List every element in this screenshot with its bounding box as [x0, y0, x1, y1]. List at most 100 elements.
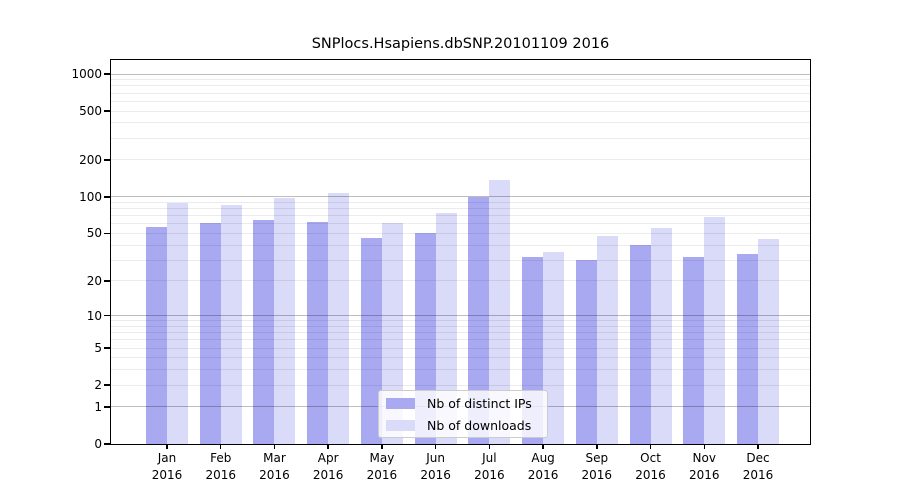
x-tick-label-line: 2016 [742, 467, 774, 482]
bar-downloads-apr [328, 192, 350, 444]
y-tick-label-1: 1 [94, 399, 102, 414]
x-tick-label-line: 2016 [420, 467, 451, 482]
x-tick-label-nov: Nov 2016 [674, 450, 734, 483]
x-tick-label-jun: Jun 2016 [406, 450, 466, 483]
gridline-minor-300 [111, 137, 810, 139]
gridline-minor-6 [111, 339, 810, 341]
x-tick-label-line: Oct [640, 451, 661, 465]
x-tick-label-line: Dec [746, 451, 770, 465]
x-tick-label-sep: Sep 2016 [567, 450, 627, 483]
x-tick-label-aug: Aug 2016 [513, 450, 573, 483]
gridline-minor-70 [111, 215, 810, 217]
x-tick-label-line: 2016 [688, 467, 720, 482]
y-tick-mark-1000 [104, 73, 110, 75]
x-tick-label-mar: Mar 2016 [244, 450, 304, 483]
x-tick-label-line: Aug [531, 451, 555, 465]
y-tick-mark-2 [104, 384, 110, 386]
gridline-minor-30 [111, 259, 810, 261]
gridline-minor-50 [111, 232, 810, 234]
legend-item-downloads: Nb of downloads [379, 415, 547, 436]
bar-distinct-ips-oct [629, 245, 651, 444]
bar-downloads-jul [489, 180, 511, 444]
x-tick-label-line: 2016 [366, 467, 398, 482]
y-tick-mark-100 [104, 196, 110, 198]
gridline-minor-9 [111, 320, 810, 322]
y-tick-label-1000: 1000 [71, 67, 102, 81]
y-tick-mark-20 [104, 280, 110, 282]
gridline-minor-700 [111, 92, 810, 94]
bar-distinct-ips-dec [736, 253, 758, 444]
gridline-minor-4 [111, 357, 810, 359]
y-tick-label-200: 200 [79, 152, 102, 167]
gridline-minor-5 [111, 347, 810, 349]
x-tick-mark-apr [327, 444, 329, 449]
legend-label-distinct-ips: Nb of distinct IPs [427, 395, 532, 411]
gridline-minor-2 [111, 384, 810, 386]
bar-downloads-feb [220, 205, 242, 444]
x-tick-label-line: 2016 [259, 467, 290, 482]
gridline-minor-8 [111, 325, 810, 327]
gridline-minor-900 [111, 79, 810, 81]
bar-downloads-oct [650, 228, 672, 444]
gridline-major-100 [111, 196, 810, 198]
x-tick-label-line: 2016 [312, 467, 344, 482]
x-tick-label-jul: Jul 2016 [459, 450, 519, 483]
gridline-minor-200 [111, 159, 810, 161]
bar-downloads-may [381, 222, 403, 444]
x-tick-mark-jan [166, 444, 168, 449]
gridline-minor-20 [111, 280, 810, 282]
y-tick-label-0: 0 [94, 437, 102, 451]
plot-area [110, 59, 811, 445]
y-tick-label-5: 5 [94, 341, 102, 356]
y-tick-mark-10 [104, 314, 110, 317]
y-tick-label-2: 2 [94, 378, 102, 393]
x-tick-label-line: May [369, 451, 395, 465]
gridline-minor-7 [111, 332, 810, 334]
bar-distinct-ips-feb [199, 222, 221, 444]
chart-title: SNPlocs.Hsapiens.dbSNP.20101109 2016 [311, 36, 610, 52]
x-tick-label-dec: Dec 2016 [728, 450, 788, 483]
bar-distinct-ips-sep [575, 260, 597, 444]
y-tick-label-500: 500 [79, 104, 102, 119]
bar-distinct-ips-jan [146, 227, 167, 444]
x-tick-mark-jul [488, 444, 491, 449]
gridline-major-10 [111, 315, 810, 317]
x-tick-label-line: Feb [210, 451, 232, 465]
bar-distinct-ips-may [360, 237, 382, 444]
bar-downloads-nov [704, 217, 726, 444]
bar-downloads-mar [274, 197, 296, 444]
gridline-minor-600 [111, 100, 810, 102]
bar-distinct-ips-mar [253, 220, 275, 444]
y-tick-label-20: 20 [86, 273, 102, 288]
x-tick-label-line: 2016 [527, 467, 559, 482]
x-tick-label-line: Jun [426, 451, 445, 465]
legend-swatch-downloads [386, 419, 415, 431]
x-tick-mark-feb [220, 444, 222, 449]
y-tick-mark-500 [104, 110, 110, 112]
x-tick-label-line: Sep [585, 451, 609, 465]
bar-downloads-jun [435, 212, 457, 444]
y-tick-label-100: 100 [79, 189, 102, 204]
y-tick-mark-1 [104, 406, 110, 408]
gridline-minor-90 [111, 201, 810, 203]
bar-downloads-sep [596, 235, 618, 444]
x-tick-mark-jun [434, 444, 437, 449]
bar-distinct-ips-apr [307, 222, 329, 444]
bar-downloads-dec [757, 238, 779, 444]
x-tick-mark-dec [757, 444, 759, 449]
y-tick-mark-200 [104, 159, 110, 161]
y-tick-mark-5 [104, 347, 110, 349]
x-tick-mark-nov [703, 444, 705, 449]
x-tick-label-oct: Oct 2016 [621, 450, 681, 483]
x-tick-mark-aug [542, 444, 544, 449]
x-tick-mark-may [381, 444, 383, 449]
gridline-minor-400 [111, 122, 810, 124]
bar-distinct-ips-nov [683, 256, 705, 444]
y-tick-label-50: 50 [86, 226, 102, 241]
x-tick-label-line: Nov [692, 451, 716, 465]
y-tick-mark-50 [104, 232, 110, 235]
x-tick-label-apr: Apr 2016 [298, 450, 358, 483]
x-tick-label-line: Jul [482, 451, 497, 465]
gridline-minor-3 [111, 369, 810, 371]
